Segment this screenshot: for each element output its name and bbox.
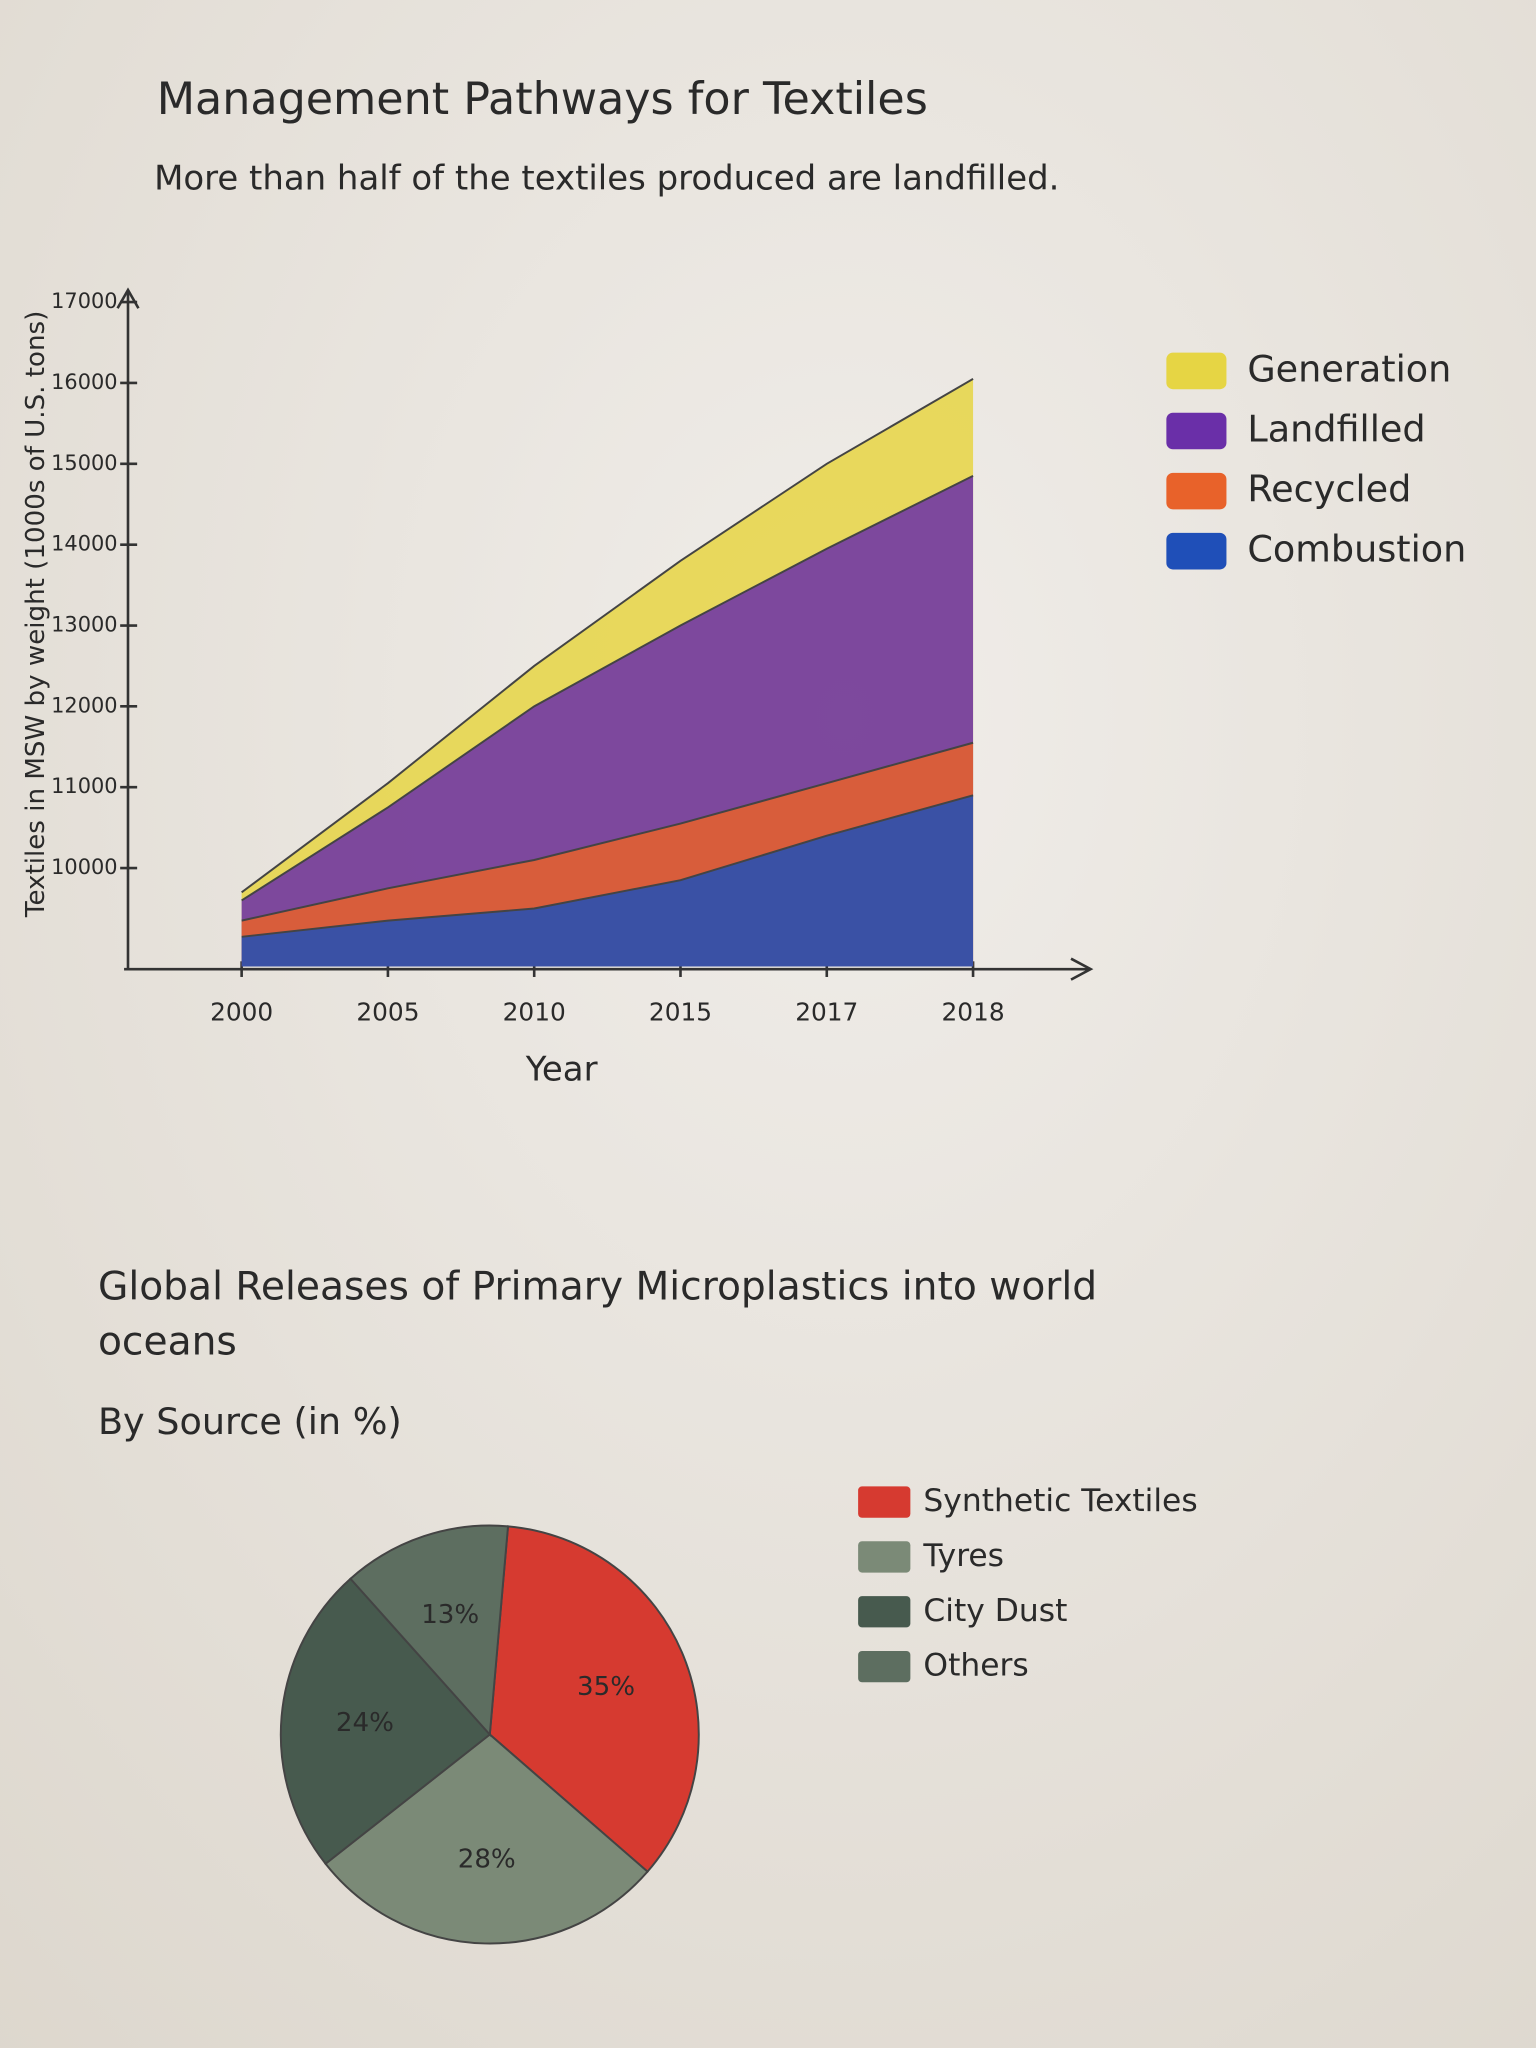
y-tick-label: 11000 [51, 774, 117, 798]
x-tick-label: 2010 [503, 998, 566, 1027]
legend-swatch [1166, 532, 1227, 570]
y-tick-label: 12000 [51, 693, 117, 717]
legend-label: Landfilled [1247, 408, 1425, 451]
legend-label: City Dust [923, 1593, 1067, 1629]
legend-label: Combustion [1247, 528, 1466, 571]
pie-slice [279, 1577, 492, 1866]
x-tick-label: 2000 [210, 998, 273, 1027]
pie-value-label: 35% [577, 1672, 635, 1702]
chart-title: Management Pathways for Textiles [157, 74, 928, 125]
y-tick-label: 15000 [51, 451, 117, 475]
pie-subtitle: By Source (in %) [98, 1400, 402, 1443]
legend-swatch [858, 1596, 911, 1628]
area-outline [241, 741, 974, 922]
y-axis-label: Textiles in MSW by weight (1000s of U.S.… [21, 311, 51, 918]
pie-value-label: 28% [458, 1844, 516, 1874]
x-tick-label: 2018 [942, 998, 1005, 1027]
legend-label: Others [923, 1648, 1028, 1684]
legend-swatch [858, 1486, 911, 1518]
pie-slice [488, 1525, 700, 1874]
pie-value-label: 13% [421, 1600, 479, 1630]
y-tick-label: 10000 [51, 855, 117, 879]
pie-slice [349, 1524, 510, 1737]
x-tick-label: 2015 [649, 998, 712, 1027]
legend-swatch [1166, 412, 1227, 450]
x-tick-label: 2005 [356, 998, 419, 1027]
y-tick-label: 13000 [51, 613, 117, 637]
legend-label: Synthetic Textiles [923, 1483, 1197, 1519]
pie-slice [324, 1733, 649, 1945]
legend-label: Recycled [1247, 468, 1411, 511]
area-outline [241, 794, 974, 938]
pie-title-box: Global Releases of Primary Microplastics… [97, 1264, 1098, 1365]
y-tick-label: 14000 [51, 532, 117, 556]
y-tick-label: 16000 [51, 370, 117, 394]
legend-label: Tyres [922, 1538, 1004, 1574]
y-tick-label: 17000 [51, 289, 117, 313]
pie-value-label: 24% [336, 1708, 394, 1738]
legend-swatch [1166, 472, 1227, 510]
chart-subtitle: More than half of the textiles produced … [154, 159, 1059, 199]
area [241, 795, 974, 967]
x-tick-label: 2017 [795, 998, 858, 1027]
area-outline [241, 378, 974, 894]
legend-label: Generation [1247, 347, 1451, 390]
x-axis-label: Year [525, 1050, 598, 1090]
legend-swatch [1166, 352, 1227, 390]
legend-swatch [858, 1541, 911, 1573]
x-axis-arrow [1070, 957, 1094, 981]
pie-title: Global Releases of Primary Microplastics… [97, 1264, 1098, 1365]
area-outline [241, 475, 974, 902]
legend-swatch [858, 1650, 911, 1683]
